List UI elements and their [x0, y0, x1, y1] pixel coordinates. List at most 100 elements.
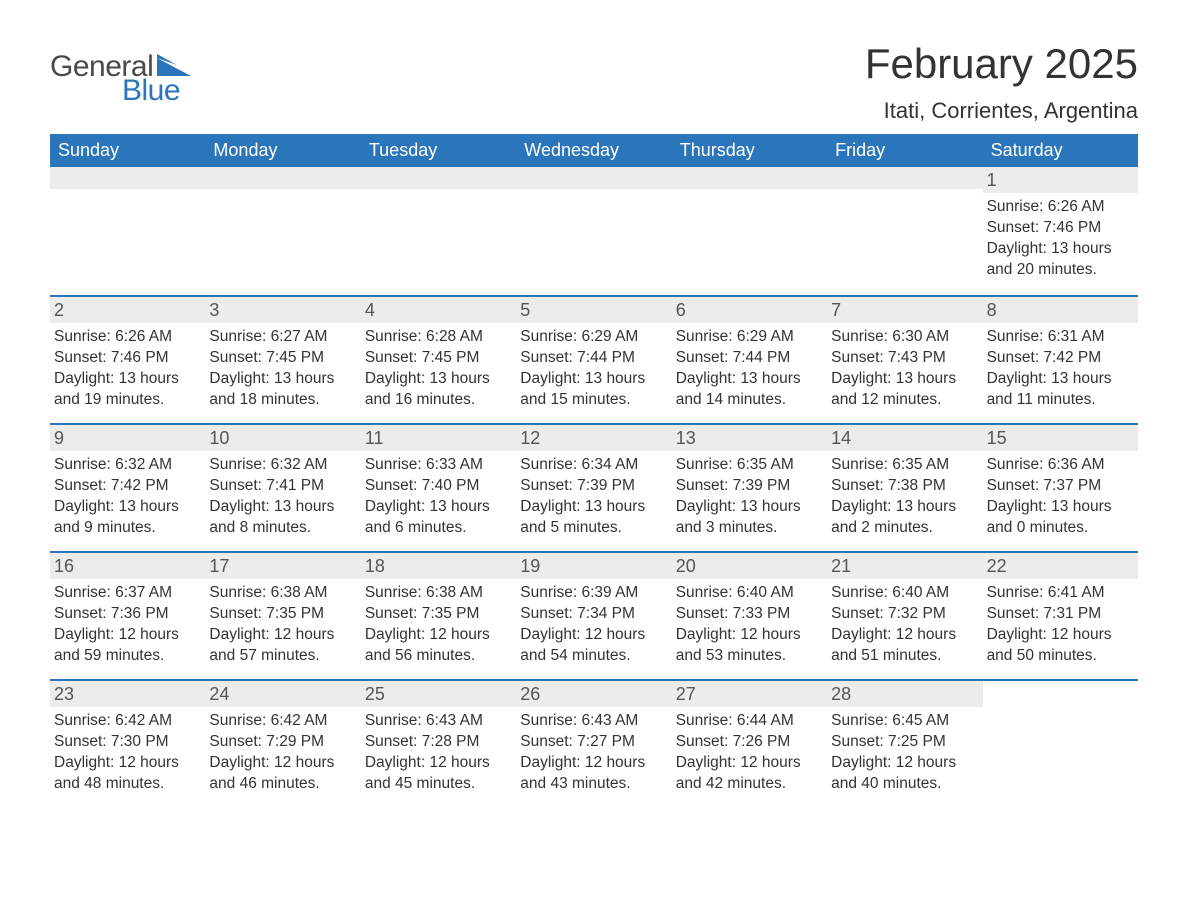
day-number: 16: [50, 553, 205, 579]
sunset-line: Sunset: 7:31 PM: [987, 604, 1134, 625]
daylight-line: Daylight: 12 hours and 43 minutes.: [520, 753, 667, 795]
day-number: 5: [516, 297, 671, 323]
sunset-line: Sunset: 7:25 PM: [831, 732, 978, 753]
sunset-line: Sunset: 7:39 PM: [676, 476, 823, 497]
daylight-line: Daylight: 13 hours and 0 minutes.: [987, 497, 1134, 539]
day-number: 14: [827, 425, 982, 451]
day-cell: 27Sunrise: 6:44 AMSunset: 7:26 PMDayligh…: [672, 681, 827, 807]
day-cell: 12Sunrise: 6:34 AMSunset: 7:39 PMDayligh…: [516, 425, 671, 551]
sunset-line: Sunset: 7:46 PM: [987, 218, 1134, 239]
day-cell: 3 Sunrise: 6:27 AMSunset: 7:45 PMDaylight…: [205, 297, 360, 423]
day-cell: 24Sunrise: 6:42 AMSunset: 7:29 PMDayligh…: [205, 681, 360, 807]
daylight-line: Daylight: 13 hours and 14 minutes.: [676, 369, 823, 411]
day-cell: 2Sunrise: 6:26 AMSunset: 7:46 PMDaylight…: [50, 297, 205, 423]
daylight-line: Daylight: 13 hours and 5 minutes.: [520, 497, 667, 539]
day-number: 25: [361, 681, 516, 707]
day-number: 17: [205, 553, 360, 579]
day-cell: 28Sunrise: 6:45 AMSunset: 7:25 PMDayligh…: [827, 681, 982, 807]
sunrise-line: Sunrise: 6:33 AM: [365, 455, 512, 476]
day-number: 24: [205, 681, 360, 707]
calendar-body: 1Sunrise: 6:26 AMSunset: 7:46 PMDaylight…: [50, 167, 1138, 807]
sunset-line: Sunset: 7:32 PM: [831, 604, 978, 625]
day-number: [672, 167, 827, 189]
daylight-line: Daylight: 13 hours and 11 minutes.: [987, 369, 1134, 411]
day-number: 4: [361, 297, 516, 323]
sunrise-line: Sunrise: 6:40 AM: [831, 583, 978, 604]
weekday-header: Friday: [827, 134, 982, 167]
sunrise-line: Sunrise: 6:42 AM: [54, 711, 201, 732]
header: General Blue February 2025 Itati, Corrie…: [50, 40, 1138, 124]
sunset-line: Sunset: 7:34 PM: [520, 604, 667, 625]
sunset-line: Sunset: 7:27 PM: [520, 732, 667, 753]
day-cell: 6Sunrise: 6:29 AMSunset: 7:44 PMDaylight…: [672, 297, 827, 423]
day-number: 19: [516, 553, 671, 579]
day-number: 8: [983, 297, 1138, 323]
sunrise-line: Sunrise: 6:29 AM: [520, 327, 667, 348]
day-cell: 19Sunrise: 6:39 AMSunset: 7:34 PMDayligh…: [516, 553, 671, 679]
sunrise-line: Sunrise: 6:44 AM: [676, 711, 823, 732]
day-number: 20: [672, 553, 827, 579]
day-cell: 4 Sunrise: 6:28 AMSunset: 7:45 PMDaylight…: [361, 297, 516, 423]
week-row: 2Sunrise: 6:26 AMSunset: 7:46 PMDaylight…: [50, 295, 1138, 423]
sunset-line: Sunset: 7:44 PM: [520, 348, 667, 369]
day-cell: 22Sunrise: 6:41 AMSunset: 7:31 PMDayligh…: [983, 553, 1138, 679]
day-number: 18: [361, 553, 516, 579]
sunrise-line: Sunrise: 6:36 AM: [987, 455, 1134, 476]
sunrise-line: Sunrise: 6:38 AM: [365, 583, 512, 604]
daylight-line: Daylight: 13 hours and 18 minutes.: [209, 369, 356, 411]
day-number: 6: [672, 297, 827, 323]
title-block: February 2025 Itati, Corrientes, Argenti…: [865, 40, 1138, 124]
sunrise-line: Sunrise: 6:37 AM: [54, 583, 201, 604]
daylight-line: Daylight: 13 hours and 3 minutes.: [676, 497, 823, 539]
day-cell-empty: [361, 167, 516, 295]
sunset-line: Sunset: 7:45 PM: [209, 348, 356, 369]
daylight-line: Daylight: 13 hours and 9 minutes.: [54, 497, 201, 539]
sunrise-line: Sunrise: 6:34 AM: [520, 455, 667, 476]
day-cell: 8Sunrise: 6:31 AMSunset: 7:42 PMDaylight…: [983, 297, 1138, 423]
sunrise-line: Sunrise: 6:42 AM: [209, 711, 356, 732]
day-cell: 18Sunrise: 6:38 AMSunset: 7:35 PMDayligh…: [361, 553, 516, 679]
day-cell: 17Sunrise: 6:38 AMSunset: 7:35 PMDayligh…: [205, 553, 360, 679]
sunrise-line: Sunrise: 6:31 AM: [987, 327, 1134, 348]
daylight-line: Daylight: 13 hours and 16 minutes.: [365, 369, 512, 411]
day-number: [827, 167, 982, 189]
daylight-line: Daylight: 13 hours and 20 minutes.: [987, 239, 1134, 281]
day-cell: 20Sunrise: 6:40 AMSunset: 7:33 PMDayligh…: [672, 553, 827, 679]
weekday-header: Tuesday: [361, 134, 516, 167]
day-cell-empty: [205, 167, 360, 295]
sunrise-line: Sunrise: 6:38 AM: [209, 583, 356, 604]
daylight-line: Daylight: 13 hours and 2 minutes.: [831, 497, 978, 539]
daylight-line: Daylight: 12 hours and 46 minutes.: [209, 753, 356, 795]
day-number: 22: [983, 553, 1138, 579]
daylight-line: Daylight: 12 hours and 42 minutes.: [676, 753, 823, 795]
day-number: 3: [205, 297, 360, 323]
day-number: 1: [983, 167, 1138, 193]
day-number: 2: [50, 297, 205, 323]
day-number: 12: [516, 425, 671, 451]
sunset-line: Sunset: 7:38 PM: [831, 476, 978, 497]
daylight-line: Daylight: 12 hours and 54 minutes.: [520, 625, 667, 667]
sunset-line: Sunset: 7:36 PM: [54, 604, 201, 625]
sunrise-line: Sunrise: 6:45 AM: [831, 711, 978, 732]
day-number: 10: [205, 425, 360, 451]
location-subtitle: Itati, Corrientes, Argentina: [865, 98, 1138, 124]
day-cell: 10Sunrise: 6:32 AMSunset: 7:41 PMDayligh…: [205, 425, 360, 551]
daylight-line: Daylight: 12 hours and 59 minutes.: [54, 625, 201, 667]
day-cell: 9Sunrise: 6:32 AMSunset: 7:42 PMDaylight…: [50, 425, 205, 551]
sunset-line: Sunset: 7:41 PM: [209, 476, 356, 497]
sunset-line: Sunset: 7:35 PM: [365, 604, 512, 625]
sunrise-line: Sunrise: 6:43 AM: [365, 711, 512, 732]
daylight-line: Daylight: 12 hours and 53 minutes.: [676, 625, 823, 667]
sunset-line: Sunset: 7:37 PM: [987, 476, 1134, 497]
day-number: [50, 167, 205, 189]
brand-word-2: Blue: [122, 76, 191, 106]
day-number: 11: [361, 425, 516, 451]
daylight-line: Daylight: 12 hours and 40 minutes.: [831, 753, 978, 795]
daylight-line: Daylight: 13 hours and 15 minutes.: [520, 369, 667, 411]
sunrise-line: Sunrise: 6:27 AM: [209, 327, 356, 348]
page-title: February 2025: [865, 40, 1138, 88]
sunset-line: Sunset: 7:33 PM: [676, 604, 823, 625]
sunrise-line: Sunrise: 6:28 AM: [365, 327, 512, 348]
weekday-header: Thursday: [672, 134, 827, 167]
sunset-line: Sunset: 7:45 PM: [365, 348, 512, 369]
